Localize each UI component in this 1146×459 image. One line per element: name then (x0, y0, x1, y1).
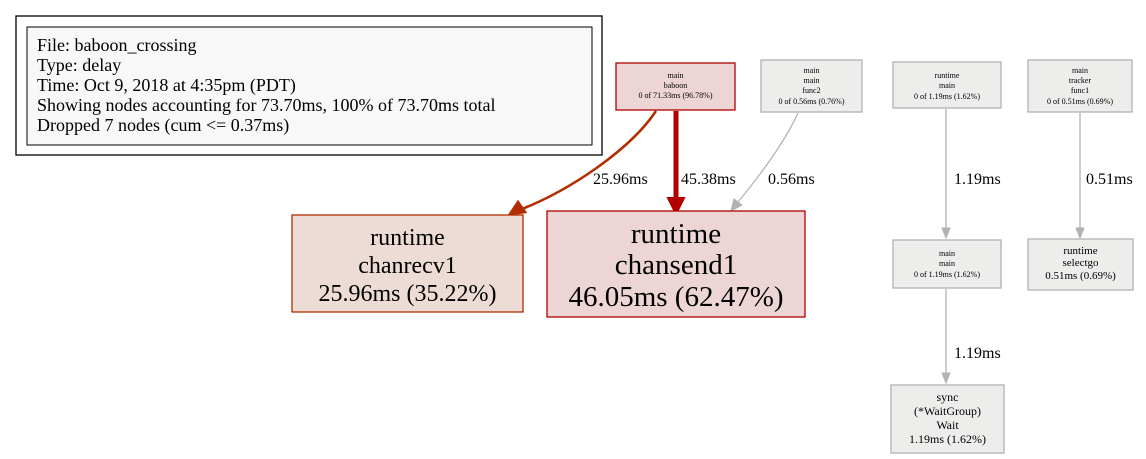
edge-func2-to-chansend1[interactable]: 0.56ms (730, 112, 815, 212)
node-line: 0 of 0.51ms (0.69%) (1047, 97, 1113, 106)
node-main-baboon[interactable]: main baboon 0 of 71.33ms (96.78%) (615, 62, 736, 111)
node-box (890, 384, 1005, 454)
node-line: runtime (370, 225, 445, 251)
edge-baboon-to-chanrecv1[interactable]: 25.96ms (507, 110, 658, 216)
node-line: tracker (1069, 76, 1092, 85)
node-line: func2 (802, 86, 820, 95)
node-box (892, 239, 1002, 289)
edge-label: 45.38ms (681, 171, 736, 188)
legend-file: File: baboon_crossing (37, 35, 197, 55)
node-line: Wait (936, 418, 959, 432)
edge-arrowhead (730, 198, 743, 212)
edge-arrowhead (507, 199, 528, 216)
node-box (546, 210, 806, 318)
legend-showing: Showing nodes accounting for 73.70ms, 10… (37, 95, 495, 115)
legend-dropped: Dropped 7 nodes (cum <= 0.37ms) (37, 115, 289, 136)
node-line: (*WaitGroup) (914, 404, 981, 418)
node-line: 0 of 71.33ms (96.78%) (639, 91, 713, 100)
node-box (760, 59, 863, 113)
node-line: main (804, 76, 820, 85)
node-line: 46.05ms (62.47%) (568, 281, 783, 313)
edge-arrowhead (666, 197, 686, 217)
edge-label: 0.51ms (1086, 171, 1133, 188)
node-line: main (939, 249, 955, 258)
node-runtime-main[interactable]: runtime main 0 of 1.19ms (1.62%) (892, 61, 1002, 109)
node-line: runtime (631, 218, 721, 250)
node-line: selectgo (1062, 257, 1099, 269)
edge-main-main-to-wait[interactable]: 1.19ms (941, 289, 1001, 385)
node-box (291, 214, 524, 313)
edge-label: 1.19ms (954, 171, 1001, 188)
node-line: 0 of 1.19ms (1.62%) (914, 92, 980, 101)
legend-time: Time: Oct 9, 2018 at 4:35pm (PDT) (37, 75, 296, 96)
edge-arrowhead (941, 372, 951, 385)
node-runtime-selectgo[interactable]: runtime selectgo 0.51ms (0.69%) (1027, 238, 1134, 291)
edge-path (521, 110, 658, 211)
node-line: sync (937, 390, 959, 404)
edge-runtime-main-to-main-main[interactable]: 1.19ms (941, 109, 1001, 240)
node-line: runtime (935, 71, 960, 80)
node-line: main (1072, 66, 1088, 75)
node-line: chanrecv1 (358, 253, 457, 279)
node-line: chansend1 (615, 249, 737, 281)
node-line: 0.51ms (0.69%) (1045, 270, 1116, 282)
node-runtime-chanrecv1[interactable]: runtime chanrecv1 25.96ms (35.22%) (291, 214, 524, 313)
edge-arrowhead (941, 227, 951, 240)
legend: File: baboon_crossing Type: delay Time: … (15, 15, 603, 156)
node-box (1027, 59, 1133, 113)
edge-label: 0.56ms (768, 171, 815, 188)
node-line: 25.96ms (35.22%) (319, 281, 497, 307)
node-line: main (939, 259, 955, 268)
edge-path (737, 112, 799, 203)
node-main-main[interactable]: main main 0 of 1.19ms (1.62%) (892, 239, 1002, 289)
node-sync-waitgroup-wait[interactable]: sync (*WaitGroup) Wait 1.19ms (1.62%) (890, 384, 1005, 454)
node-box (1027, 238, 1134, 291)
edge-label: 25.96ms (593, 171, 648, 188)
node-line: runtime (1063, 245, 1097, 257)
node-line: main (668, 71, 684, 80)
node-line: 0 of 1.19ms (1.62%) (914, 270, 980, 279)
node-line: func1 (1071, 86, 1089, 95)
edge-label: 1.19ms (954, 345, 1001, 362)
node-line: main (939, 81, 955, 90)
node-main-main-func2[interactable]: main main func2 0 of 0.56ms (0.76%) (760, 59, 863, 113)
node-line: main (804, 66, 820, 75)
edge-arrowhead (1075, 227, 1085, 240)
node-line: 0 of 0.56ms (0.76%) (779, 97, 845, 106)
node-main-tracker-func1[interactable]: main tracker func1 0 of 0.51ms (0.69%) (1027, 59, 1133, 113)
node-box (892, 61, 1002, 109)
node-line: 1.19ms (1.62%) (909, 432, 986, 446)
legend-type: Type: delay (37, 55, 121, 75)
node-runtime-chansend1[interactable]: runtime chansend1 46.05ms (62.47%) (546, 210, 806, 318)
legend-inner-box (26, 26, 593, 146)
edge-tracker-func1-to-selectgo[interactable]: 0.51ms (1075, 113, 1133, 240)
node-line: baboon (664, 81, 688, 90)
node-box (615, 62, 736, 111)
edge-baboon-to-chansend1[interactable]: 45.38ms (666, 111, 736, 217)
